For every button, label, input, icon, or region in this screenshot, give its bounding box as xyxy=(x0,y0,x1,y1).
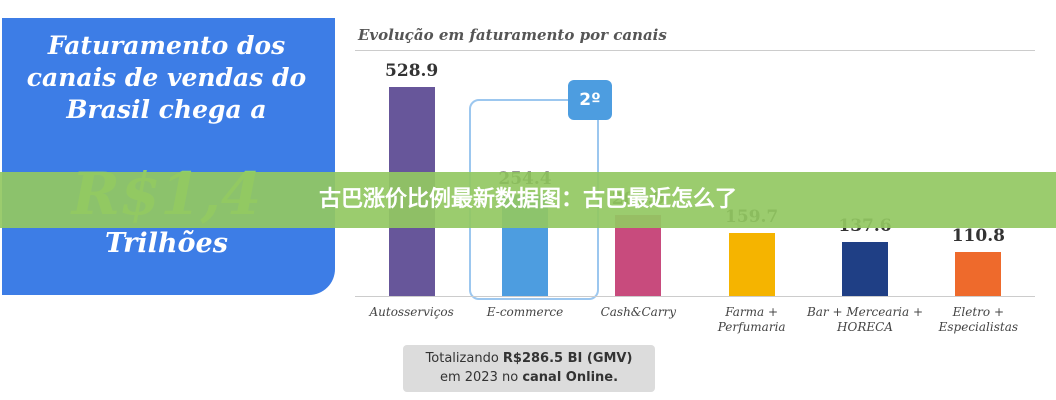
note-text: canal Online. xyxy=(522,370,619,385)
rule xyxy=(355,50,1035,51)
category-label: E-commerce xyxy=(486,305,564,319)
category-label: Farma + Perfumaria xyxy=(717,305,786,334)
info-panel xyxy=(2,18,335,295)
rank-badge: 2º xyxy=(568,80,612,120)
value-label: 528.9 xyxy=(385,61,439,81)
baseline xyxy=(355,296,1035,297)
category-label: Autosserviços xyxy=(369,305,454,319)
bar xyxy=(615,215,662,296)
note-text: em 2023 no xyxy=(439,370,523,385)
panel-text: Faturamento dos canais de vendas do Bras… xyxy=(26,31,307,124)
note-text: R$286.5 BI (GMV) xyxy=(502,351,633,366)
bar xyxy=(728,232,775,296)
note: Totalizando R$286.5 BI (GMV) em 2023 no … xyxy=(403,345,655,392)
category-label: Cash&Carry xyxy=(600,305,677,319)
bar xyxy=(955,252,1002,296)
chart-title: Evolução em faturamento por canais xyxy=(358,26,667,44)
banner: 古巴涨价比例最新数据图：古巴最近怎么了 xyxy=(0,172,1056,228)
value-label: 110.8 xyxy=(951,226,1005,247)
note-text: Totalizando xyxy=(425,351,503,366)
panel-unit: Trilhões xyxy=(105,228,228,259)
bar xyxy=(842,241,888,296)
category-label: Eletro + Especialistas xyxy=(938,305,1019,334)
category-label: Bar + Mercearia + HORECA xyxy=(806,305,924,334)
